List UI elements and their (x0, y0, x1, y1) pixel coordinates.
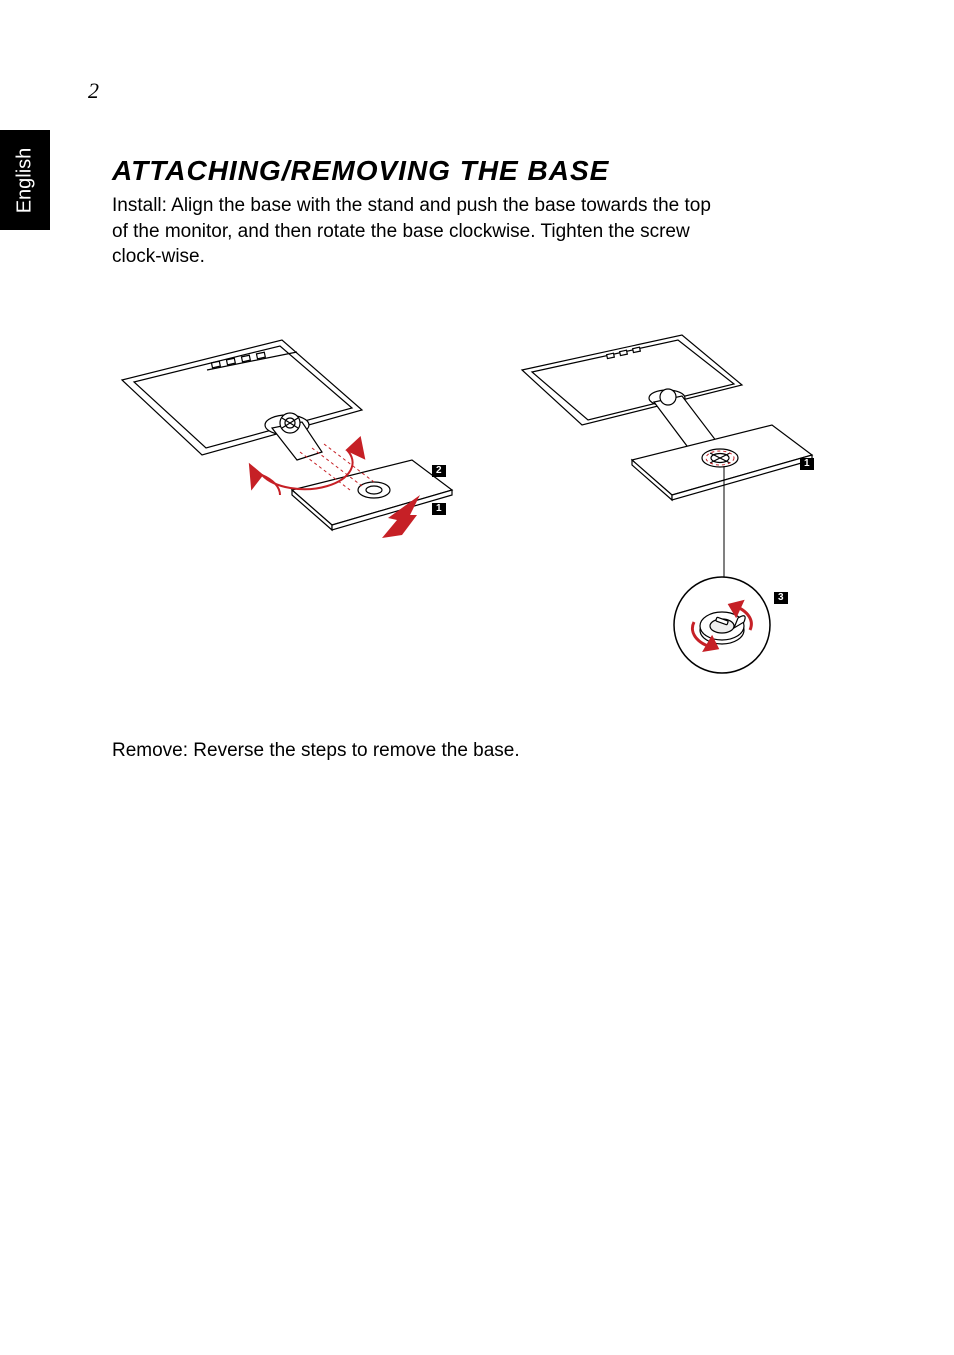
figure-install: 2 1 (112, 330, 472, 550)
tighten-diagram-icon (512, 330, 832, 690)
content-area: ATTACHING/REMOVING THE BASE Install: Ali… (112, 155, 842, 762)
figure-row: 2 1 (112, 330, 842, 690)
callout-label: 2 (432, 465, 446, 477)
language-tab: English (0, 130, 50, 230)
callout-label: 1 (800, 458, 814, 470)
callout-label: 1 (432, 503, 446, 515)
callout-label: 3 (774, 592, 788, 604)
page-number: 2 (88, 78, 99, 104)
language-tab-label: English (14, 147, 37, 213)
install-instructions: Install: Align the base with the stand a… (112, 193, 732, 270)
figure-tighten: 1 3 (512, 330, 832, 690)
remove-instructions: Remove: Reverse the steps to remove the … (112, 740, 842, 762)
section-heading: ATTACHING/REMOVING THE BASE (112, 155, 842, 187)
install-diagram-icon (112, 330, 472, 550)
